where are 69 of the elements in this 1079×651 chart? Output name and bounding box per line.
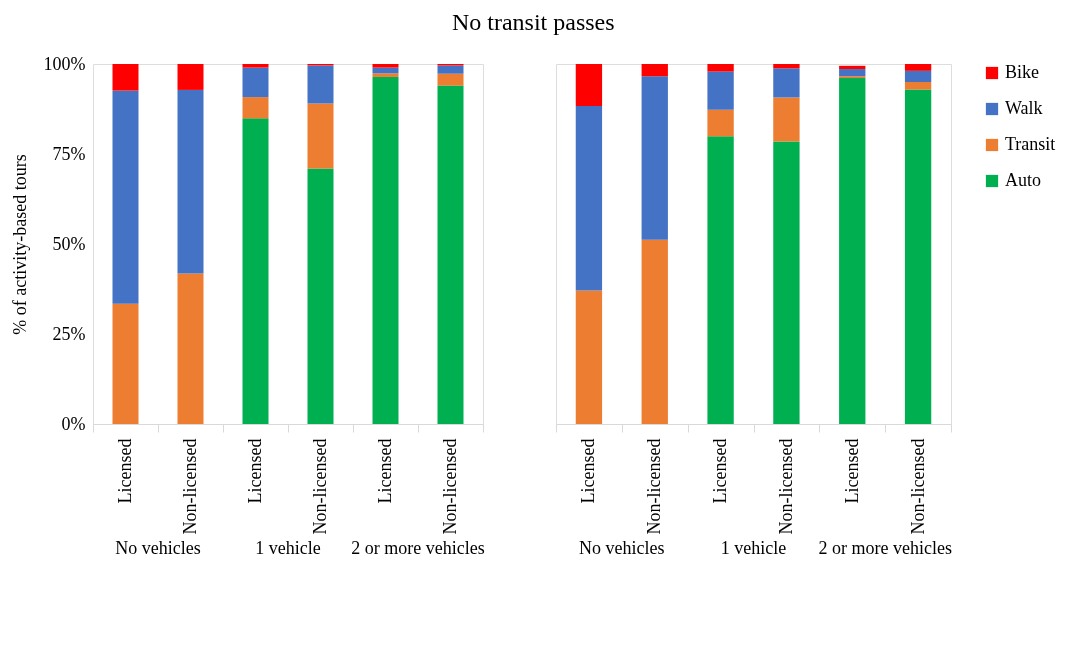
bar [641, 64, 668, 77]
bar [112, 90, 139, 304]
x-tick-label: Licensed [245, 438, 265, 504]
bar [575, 106, 603, 291]
bar [372, 64, 399, 68]
bar [242, 64, 269, 68]
bar [307, 168, 334, 424]
x-tick-label: Licensed [115, 438, 135, 504]
legend-label: Walk [1005, 98, 1043, 118]
bar [307, 65, 334, 104]
text: 1 vehicle [720, 538, 787, 558]
bar [437, 85, 464, 424]
bar [437, 65, 464, 74]
bar [177, 273, 204, 424]
bar [112, 303, 139, 424]
legend-label: Transit [1005, 134, 1056, 154]
bar [904, 70, 932, 82]
y-tick-label: 100% [43, 53, 86, 74]
x-tick-label: Non-licensed [775, 438, 796, 535]
bar [242, 97, 269, 119]
bar [575, 64, 603, 107]
y-tick-label: 0% [61, 413, 86, 434]
bar [242, 118, 269, 424]
bar [242, 67, 269, 98]
x-tick-label: Licensed [375, 438, 395, 504]
bar [641, 239, 668, 424]
bar [773, 141, 800, 424]
bar [575, 290, 603, 424]
text: 1 vehicle [255, 538, 321, 558]
bar [773, 68, 800, 98]
bar [904, 64, 932, 71]
bar [839, 65, 866, 70]
bar [307, 103, 334, 169]
text: 2 or more vehicles [351, 538, 485, 558]
y-tick-label: 25% [52, 323, 86, 344]
x-tick-label: Non-licensed [310, 438, 330, 535]
bar [707, 109, 734, 137]
bar [177, 89, 204, 274]
x-tick-label: Licensed [841, 438, 862, 504]
bar [437, 73, 464, 86]
bar [641, 76, 668, 240]
text: No vehicles [579, 538, 665, 558]
y-axis-title: % of activity-based tours [9, 154, 30, 335]
bar [707, 64, 734, 72]
x-tick-label: Licensed [710, 438, 731, 504]
bar [839, 69, 866, 77]
bar [372, 73, 399, 77]
bar [112, 64, 139, 91]
x-tick-label: Non-licensed [180, 438, 200, 535]
x-tick-label: Non-licensed [907, 438, 928, 535]
bar [177, 64, 204, 90]
text: No vehicles [115, 538, 201, 558]
bar [904, 89, 932, 424]
y-tick-label: 75% [52, 143, 86, 164]
x-tick-label: Non-licensed [440, 438, 460, 535]
x-tick-label: Licensed [578, 438, 599, 504]
x-tick-label: Non-licensed [644, 438, 665, 535]
legend-label: Auto [1005, 170, 1041, 190]
bar [707, 71, 734, 110]
bar [904, 82, 932, 90]
bar [372, 76, 399, 424]
bar [839, 78, 866, 424]
bar [773, 64, 800, 69]
bar [773, 97, 800, 142]
legend-label: Bike [1005, 62, 1040, 82]
bar [707, 136, 734, 424]
text: No transit passes [451, 8, 615, 35]
y-tick-label: 50% [52, 233, 86, 254]
text: 2 or more vehicles [818, 538, 952, 558]
